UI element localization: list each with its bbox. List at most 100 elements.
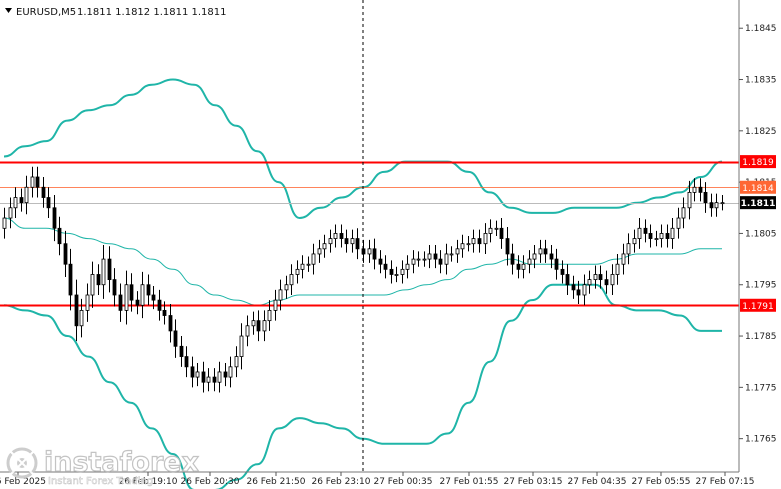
candle: [471, 229, 476, 253]
candle-body: [19, 197, 24, 204]
candle-body: [521, 263, 526, 270]
candle: [57, 216, 62, 256]
candle-body: [494, 227, 499, 230]
candle-body: [173, 330, 178, 347]
candle: [184, 346, 189, 378]
candle: [245, 315, 250, 347]
candle-body: [57, 227, 62, 245]
candle-body: [681, 207, 686, 219]
candle-body: [411, 258, 416, 265]
candle-body: [582, 284, 587, 296]
candle-body: [466, 243, 471, 246]
candle: [124, 270, 129, 325]
candle: [455, 239, 460, 263]
candle-body: [405, 263, 410, 270]
candle-body: [637, 227, 642, 239]
price-tag-bg: [740, 180, 776, 194]
candle: [632, 229, 637, 253]
candle: [256, 310, 261, 342]
candle-body: [151, 294, 156, 301]
candle: [521, 255, 526, 279]
candle: [317, 239, 322, 263]
candle-body: [455, 248, 460, 255]
candle: [372, 238, 377, 270]
candle: [422, 251, 427, 267]
candle: [217, 361, 222, 393]
candle-body: [41, 186, 46, 198]
candle-body: [687, 191, 692, 209]
candle-body: [477, 238, 482, 245]
candle: [687, 180, 692, 220]
candle: [101, 244, 106, 299]
candle: [659, 224, 664, 248]
candle: [2, 207, 7, 239]
price-tag-bg: [740, 298, 776, 312]
candle: [488, 219, 493, 243]
candle-body: [85, 294, 90, 311]
candle: [389, 260, 394, 284]
dropdown-triangle-icon[interactable]: [5, 8, 12, 13]
candle: [262, 310, 267, 342]
candle: [322, 234, 327, 258]
candle-body: [610, 274, 615, 286]
candle: [648, 224, 653, 248]
candle: [35, 166, 40, 198]
candle: [604, 270, 609, 294]
candle: [206, 368, 211, 392]
candle: [295, 260, 300, 284]
horizontal-levels: [0, 161, 739, 307]
price-tag: 1.1791: [740, 298, 776, 312]
candle-body: [212, 376, 217, 383]
candle: [538, 239, 543, 263]
candle: [311, 243, 316, 275]
candle: [350, 229, 355, 253]
candle-body: [223, 371, 228, 378]
candle-body: [598, 274, 603, 281]
candle: [637, 218, 642, 249]
candle-body: [322, 243, 327, 250]
candle-body: [383, 263, 388, 270]
candle: [394, 266, 399, 283]
candle-body: [79, 309, 84, 327]
candle-body: [571, 284, 576, 291]
candle-body: [632, 238, 637, 245]
y-tick-label: 1.1845: [745, 24, 777, 34]
x-tick-label: 26 Feb 19:10: [118, 477, 177, 487]
candle: [477, 229, 482, 253]
candle: [63, 230, 68, 278]
candle-body: [488, 227, 493, 234]
candle: [400, 260, 405, 284]
x-tick-label: 26 Feb 2025: [0, 477, 46, 487]
candle: [52, 194, 57, 242]
candle-body: [659, 233, 664, 239]
candle: [129, 273, 134, 312]
candle: [118, 283, 123, 322]
candle-body: [654, 238, 659, 240]
candle: [405, 255, 410, 279]
candle-body: [416, 258, 421, 261]
candle-body: [267, 309, 272, 322]
candle-body: [367, 248, 372, 255]
candle: [516, 255, 521, 279]
candle: [179, 336, 184, 367]
candle-body: [483, 233, 488, 245]
candle: [79, 298, 84, 338]
y-tick-label: 1.1825: [745, 127, 777, 137]
candle: [273, 289, 278, 321]
y-tick-label: 1.1795: [745, 281, 777, 291]
candle: [267, 300, 272, 331]
candle: [466, 236, 471, 252]
candle: [505, 227, 510, 266]
candle: [483, 223, 488, 254]
candle: [190, 356, 195, 388]
candle: [96, 264, 101, 295]
candle: [593, 265, 598, 289]
candle: [665, 224, 670, 248]
watermark-tagline: Instant Forex Trading: [48, 476, 153, 487]
candle: [107, 246, 112, 293]
candle: [676, 207, 681, 239]
candle-body: [333, 233, 338, 239]
candle-body: [228, 366, 233, 378]
candle: [140, 271, 145, 319]
